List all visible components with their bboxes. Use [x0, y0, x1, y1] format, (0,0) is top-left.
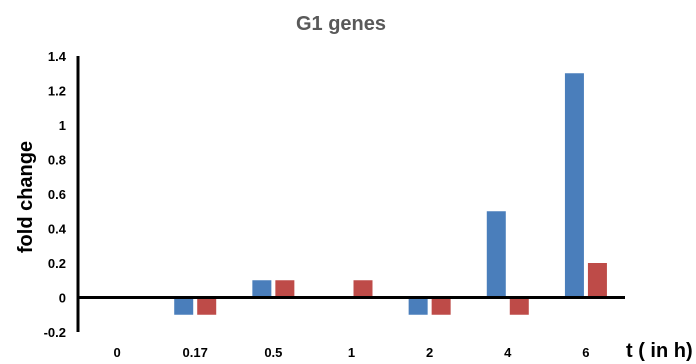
x-tick-label: 1 — [348, 345, 355, 360]
bar-series-2 — [275, 280, 295, 298]
bar-series-1 — [252, 280, 272, 298]
x-tick-labels: 0 0.17 0.5 1 2 4 6 — [113, 345, 589, 360]
y-tick-labels: -0.2 0 0.2 0.4 0.6 0.8 1 1.2 1.4 — [44, 49, 67, 340]
x-axis-label: t ( in h) — [626, 340, 693, 362]
bar-series-1 — [564, 73, 584, 298]
bar-series-2 — [197, 297, 217, 315]
chart-title: G1 genes — [296, 13, 386, 35]
x-tick-label: 0.5 — [264, 345, 282, 360]
bar-series-1 — [174, 297, 194, 315]
y-tick-label: 0.6 — [48, 187, 66, 202]
bar-series-2 — [353, 280, 373, 298]
y-tick-label: 0 — [59, 291, 66, 306]
y-tick-label: 1.2 — [48, 84, 66, 99]
y-tick-label: 0.4 — [48, 222, 67, 237]
y-tick-label: 0.8 — [48, 153, 66, 168]
y-axis-label: fold change — [15, 141, 37, 253]
x-tick-label: 2 — [426, 345, 433, 360]
bar-series-2 — [431, 297, 451, 315]
bars — [174, 73, 607, 315]
x-tick-label: 0.17 — [183, 345, 208, 360]
bar-series-2 — [509, 297, 529, 315]
bar-series-2 — [587, 263, 607, 298]
y-tick-label: 0.2 — [48, 256, 66, 271]
x-tick-label: 0 — [113, 345, 120, 360]
y-tick-label: 1 — [59, 118, 66, 133]
y-tick-label: 1.4 — [48, 49, 67, 64]
x-tick-label: 4 — [504, 345, 512, 360]
bar-series-1 — [408, 297, 428, 315]
bar-series-1 — [486, 211, 506, 298]
y-tick-label: -0.2 — [44, 325, 66, 340]
x-tick-label: 6 — [582, 345, 589, 360]
